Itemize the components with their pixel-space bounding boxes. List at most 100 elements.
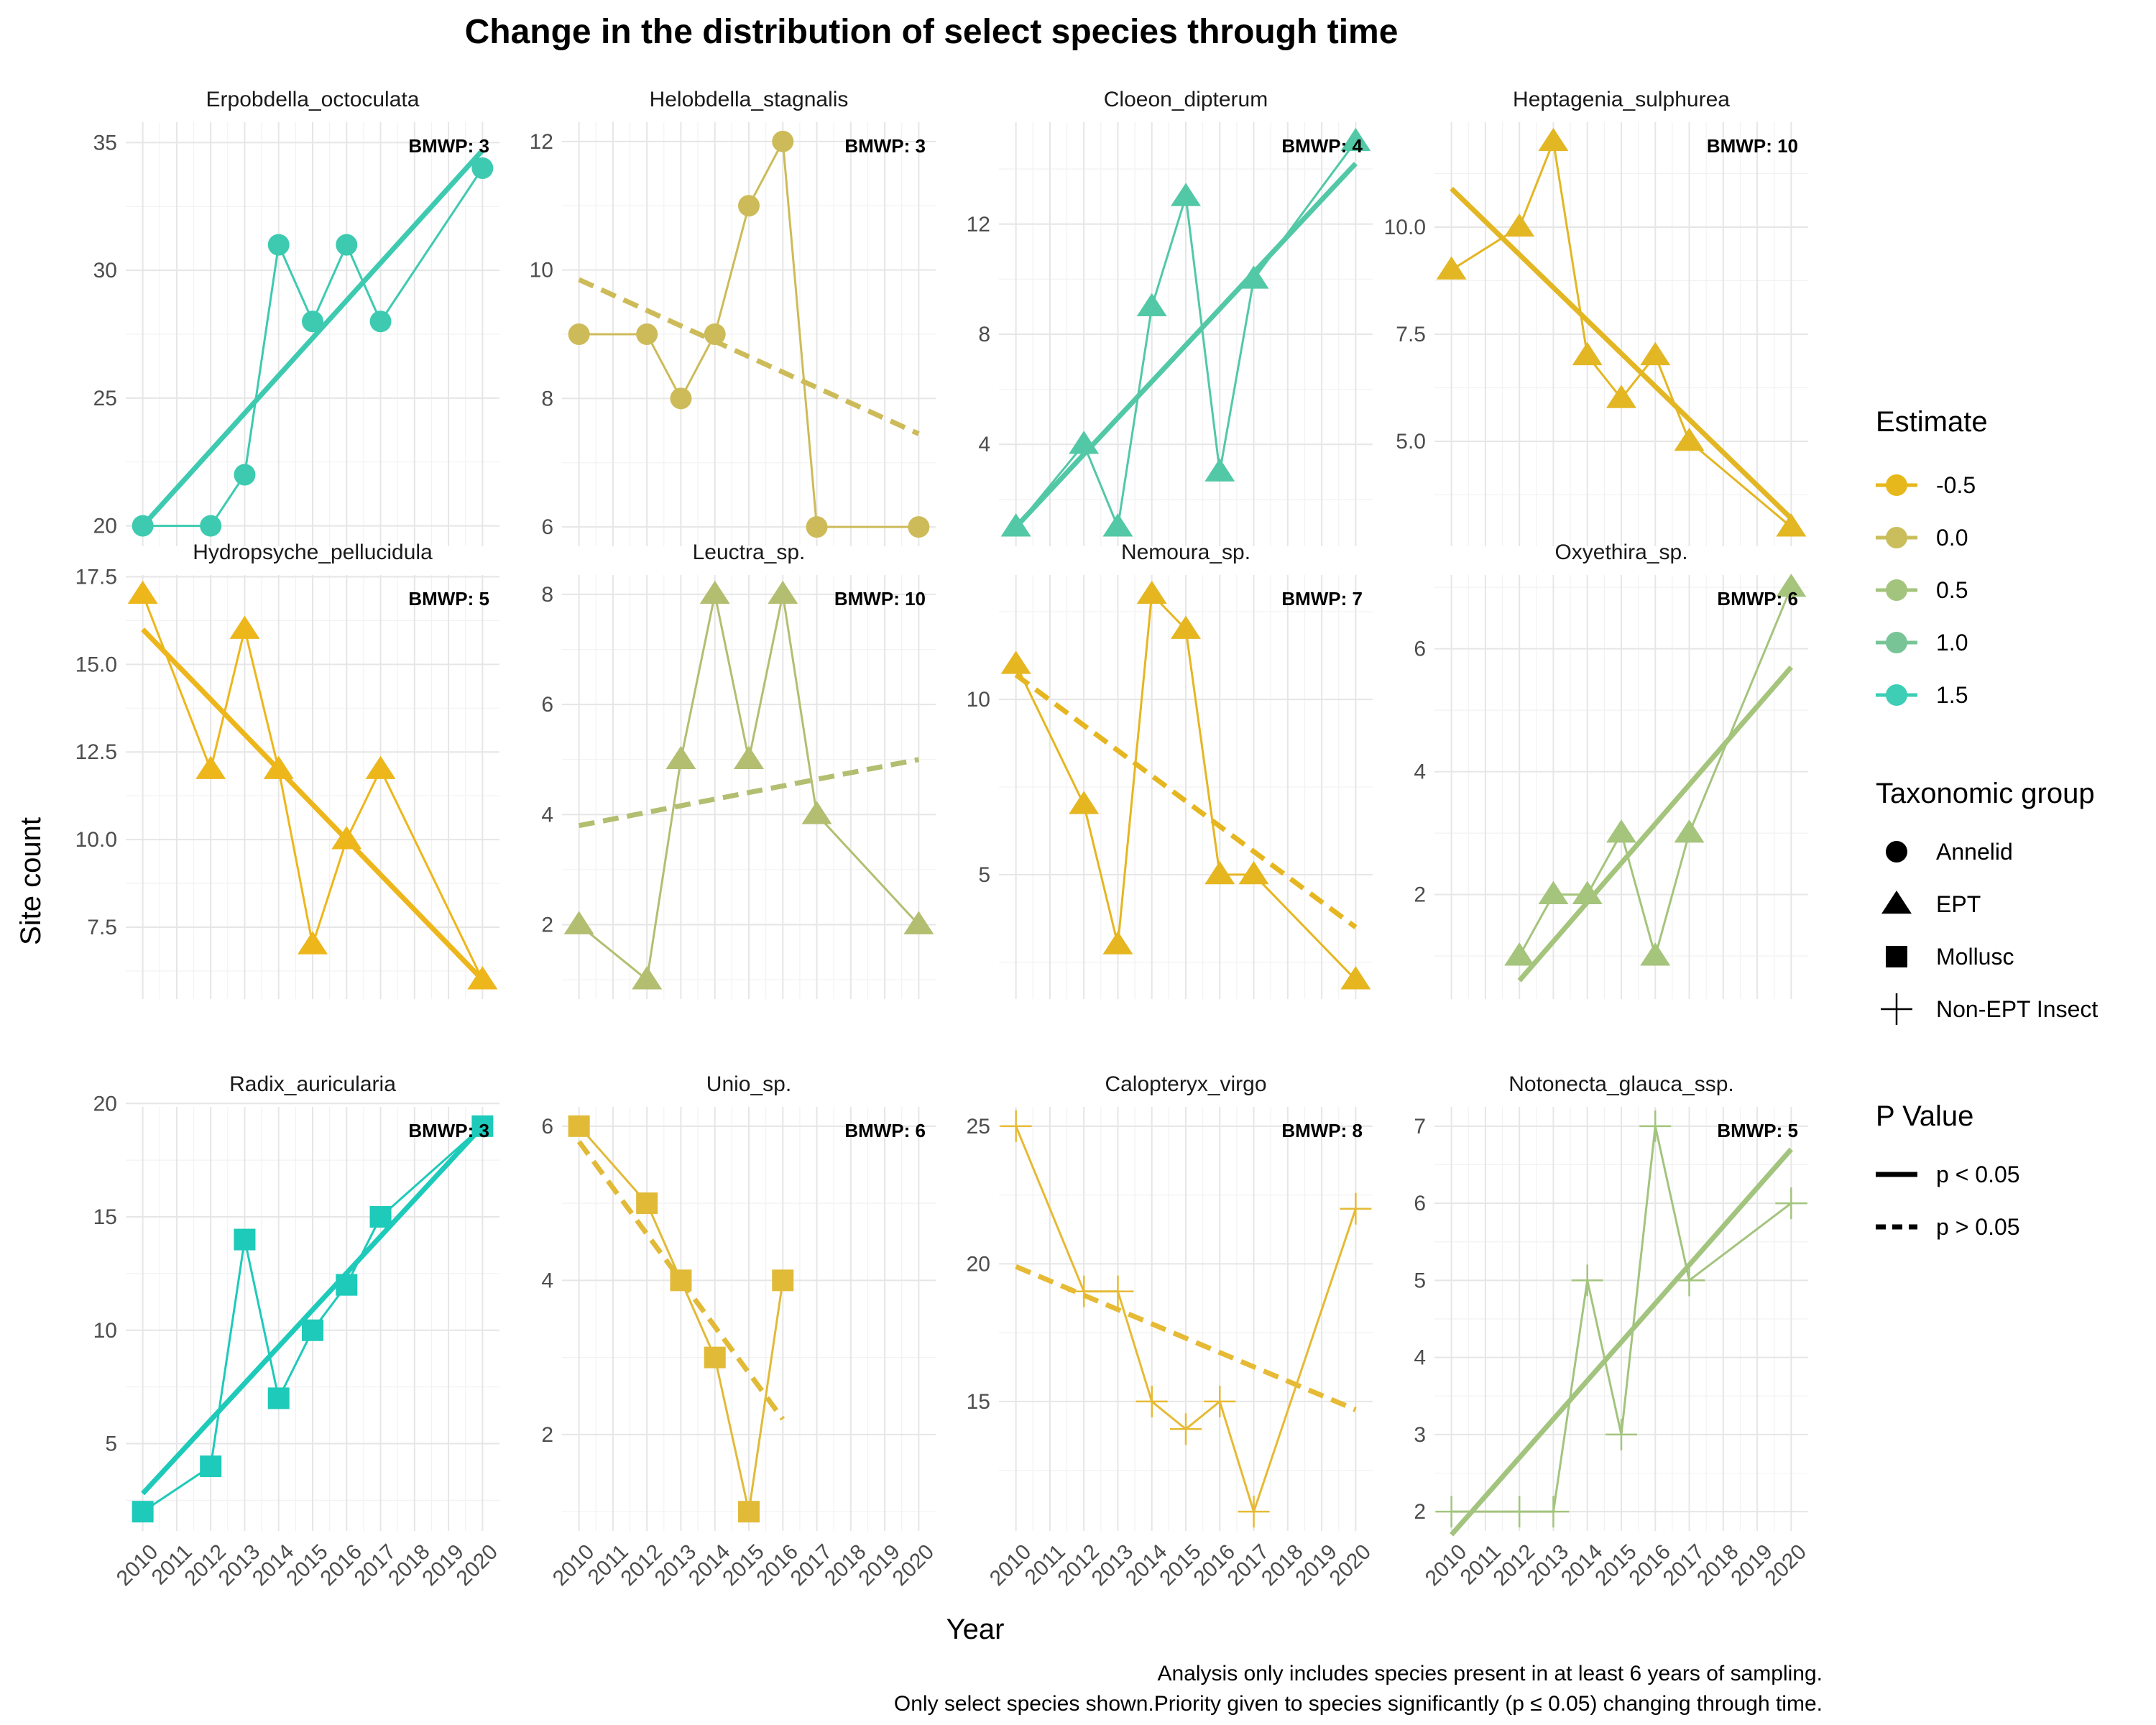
legend-estimate-entry: 0.5 (1876, 577, 1968, 603)
data-point (234, 464, 256, 486)
data-point (1606, 385, 1636, 408)
data-point (200, 1455, 222, 1478)
y-tick-label: 30 (93, 259, 117, 282)
y-tick-label: 4 (978, 433, 990, 456)
caption-line-1: Analysis only includes species present i… (1158, 1662, 1823, 1685)
data-point (801, 801, 832, 824)
bmwp-label: BMWP: 7 (1281, 588, 1363, 610)
data-point (267, 1387, 290, 1409)
data-point (1204, 458, 1235, 482)
data-point (1606, 819, 1636, 843)
y-tick-label: 5 (978, 863, 990, 887)
data-point (200, 515, 222, 537)
legend-taxonomic-title: Taxonomic group (1876, 778, 2095, 809)
x-axis-title: Year (946, 1614, 1005, 1645)
y-tick-label: 4 (541, 803, 553, 827)
data-point (1340, 127, 1371, 152)
bmwp-label: BMWP: 10 (834, 588, 926, 610)
y-tick-label: 15.0 (75, 653, 117, 676)
data-point (1673, 1264, 1705, 1297)
data-point (699, 580, 730, 604)
data-point (665, 745, 696, 769)
data-point (298, 931, 328, 954)
y-tick-label: 20 (93, 1092, 117, 1116)
bmwp-label: BMWP: 10 (1707, 135, 1798, 157)
data-point (1238, 1496, 1270, 1528)
data-point (1639, 1110, 1672, 1142)
series-line (142, 594, 484, 980)
chart-title: Change in the distribution of select spe… (465, 13, 1399, 51)
y-axis-title: Site count (15, 817, 47, 945)
y-tick-label: 15 (967, 1390, 990, 1414)
bmwp-label: BMWP: 3 (408, 1120, 489, 1141)
data-point (336, 234, 358, 256)
data-point (1504, 213, 1535, 237)
y-tick-label: 2 (1414, 883, 1426, 907)
y-tick-label: 5.0 (1396, 430, 1426, 454)
data-point (670, 1269, 692, 1292)
data-point (1674, 819, 1705, 843)
data-point (1606, 1418, 1637, 1450)
y-tick-label: 2 (541, 1423, 553, 1447)
data-point (1537, 1496, 1570, 1528)
facet-strip-label: Notonecta_glauca_ssp. (1508, 1072, 1734, 1096)
data-point (636, 1192, 658, 1215)
y-tick-label: 10.0 (1384, 216, 1426, 239)
data-point (1776, 574, 1807, 597)
y-tick-label: 6 (1414, 638, 1426, 661)
data-point (331, 826, 362, 850)
data-point (772, 130, 794, 152)
legend-pvalue-entry: p > 0.05 (1876, 1214, 2020, 1240)
facet-strip-label: Helobdella_stagnalis (650, 88, 849, 111)
trend-line (1450, 186, 1793, 520)
y-tick-label: 12.5 (75, 740, 117, 764)
data-point (1776, 513, 1807, 537)
y-tick-label: 25 (93, 387, 117, 410)
legend-estimate-title: Estimate (1876, 406, 1988, 438)
data-point (1136, 580, 1167, 604)
legend-estimate-entry: -0.5 (1876, 472, 1976, 498)
data-point (636, 323, 658, 345)
facet-erpobdella-octoculata: Erpobdella_octoculata 20 25 30 35 BMWP: 3 (93, 88, 499, 546)
y-tick-label: 8 (978, 323, 990, 346)
data-point (738, 195, 760, 217)
facet-strip-label: Oxyethira_sp. (1554, 540, 1687, 564)
facet-strip-label: Hydropsyche_pellucidula (193, 540, 433, 564)
data-point (1238, 265, 1269, 289)
bmwp-label: BMWP: 3 (408, 135, 489, 157)
y-tick-label: 6 (1414, 1192, 1426, 1215)
data-point (1435, 1496, 1468, 1528)
data-point (1640, 942, 1671, 966)
data-point (1000, 650, 1031, 674)
data-point (1674, 427, 1705, 451)
legend-pvalue-title: P Value (1876, 1100, 1973, 1132)
data-point (365, 755, 396, 779)
data-point (229, 615, 260, 639)
y-tick-label: 8 (541, 387, 553, 410)
data-point (195, 755, 226, 779)
y-tick-label: 10 (967, 688, 990, 712)
y-tick-label: 7.5 (1396, 323, 1426, 346)
y-tick-label: 5 (1414, 1269, 1426, 1292)
trend-line (578, 277, 920, 436)
trend-line (141, 1124, 484, 1496)
data-point (471, 157, 494, 179)
legend-estimate-entry: 0.0 (1876, 525, 1968, 551)
series-line (1015, 140, 1357, 531)
y-tick-label: 4 (1414, 1346, 1426, 1370)
legend-estimate-entry: 1.0 (1876, 630, 1968, 656)
y-tick-label: 20 (967, 1252, 990, 1276)
data-point (738, 1501, 760, 1523)
data-point (908, 516, 930, 538)
data-point (369, 310, 392, 333)
facet-cloeon-dipterum: Cloeon_dipterum 4 8 12 BMWP: 4 (967, 88, 1373, 546)
y-tick-label: 6 (541, 693, 553, 717)
legend-taxonomic-entry: EPT (1881, 891, 1981, 917)
data-point (132, 1501, 154, 1523)
data-point (563, 911, 594, 934)
facet-hydropsyche-pellucidula: Hydropsyche_pellucidula 7.5 10.0 12.5 15.0 17… (75, 540, 499, 999)
facet-nemoura-sp: Nemoura_sp. 5 10 BMWP: 7 (967, 540, 1373, 999)
y-tick-label: 20 (93, 515, 117, 538)
data-point (1436, 256, 1467, 280)
